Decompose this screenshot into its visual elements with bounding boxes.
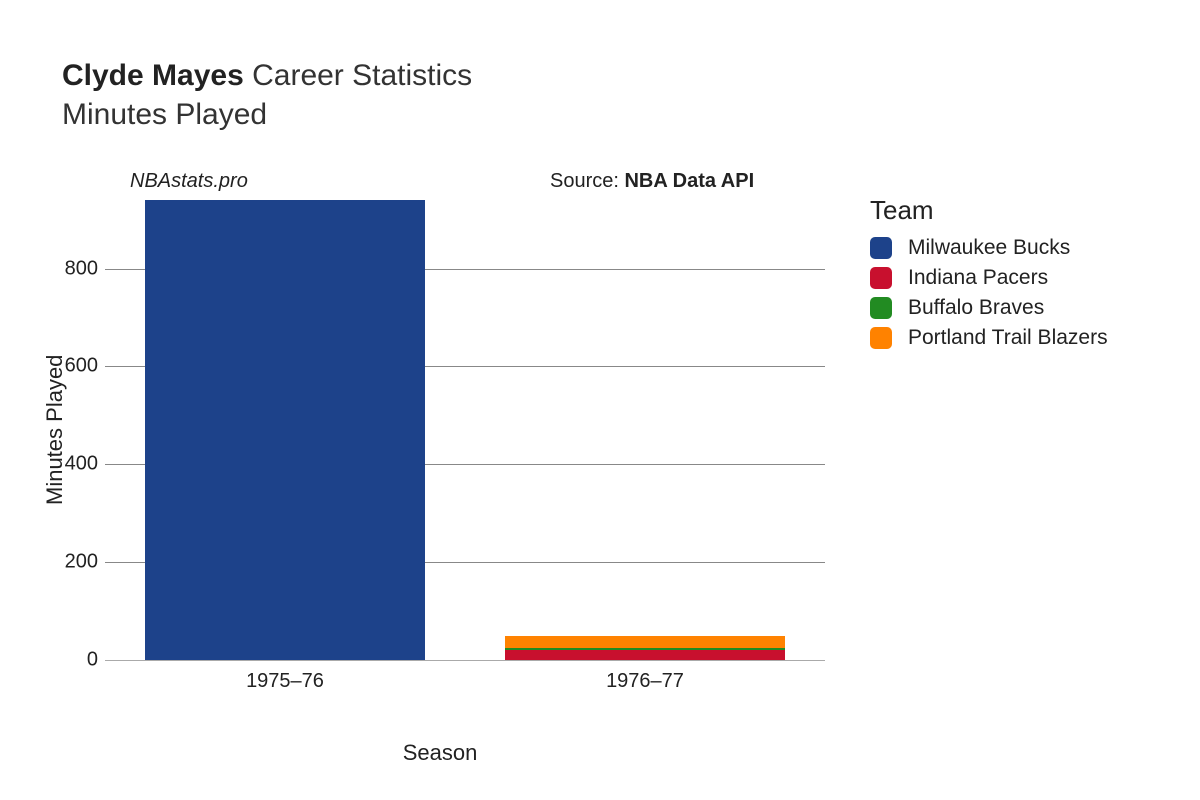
y-tick-label: 800 — [65, 257, 98, 280]
legend-label: Indiana Pacers — [908, 266, 1048, 290]
source-name: NBA Data API — [624, 170, 754, 192]
baseline — [105, 660, 825, 661]
y-tick-label: 200 — [65, 551, 98, 574]
legend-swatch — [870, 237, 892, 259]
bar-segment — [505, 636, 786, 648]
y-tick-label: 400 — [65, 453, 98, 476]
legend-title: Team — [870, 195, 1108, 226]
title-line1: Clyde Mayes Career Statistics — [62, 58, 472, 94]
x-tick-label: 1975–76 — [246, 670, 324, 693]
source-citation: Source: NBA Data API — [550, 170, 754, 193]
x-axis-label: Season — [403, 740, 478, 766]
legend-item: Indiana Pacers — [870, 266, 1108, 290]
title-bold: Clyde Mayes — [62, 59, 244, 92]
legend-item: Portland Trail Blazers — [870, 326, 1108, 350]
legend-item: Milwaukee Bucks — [870, 236, 1108, 260]
legend-swatch — [870, 267, 892, 289]
legend-label: Buffalo Braves — [908, 296, 1044, 320]
bar-segment — [505, 648, 786, 650]
bar-segment — [145, 200, 426, 660]
legend-swatch — [870, 327, 892, 349]
watermark: NBAstats.pro — [130, 170, 248, 193]
legend-items: Milwaukee Bucks Indiana Pacers Buffalo Bra… — [870, 236, 1108, 350]
x-tick-label: 1976–77 — [606, 670, 684, 693]
legend-item: Buffalo Braves — [870, 296, 1108, 320]
chart-title: Clyde Mayes Career Statistics Minutes Pl… — [62, 58, 472, 132]
legend: Team Milwaukee Bucks Indiana Pacers Buffal… — [870, 195, 1108, 356]
bar-segment — [505, 650, 786, 660]
y-tick-label: 0 — [87, 649, 98, 672]
y-tick-label: 600 — [65, 355, 98, 378]
legend-label: Milwaukee Bucks — [908, 236, 1070, 260]
source-prefix: Source: — [550, 170, 624, 192]
title-line2: Minutes Played — [62, 98, 472, 132]
title-rest: Career Statistics — [244, 59, 472, 92]
legend-label: Portland Trail Blazers — [908, 326, 1108, 350]
legend-swatch — [870, 297, 892, 319]
